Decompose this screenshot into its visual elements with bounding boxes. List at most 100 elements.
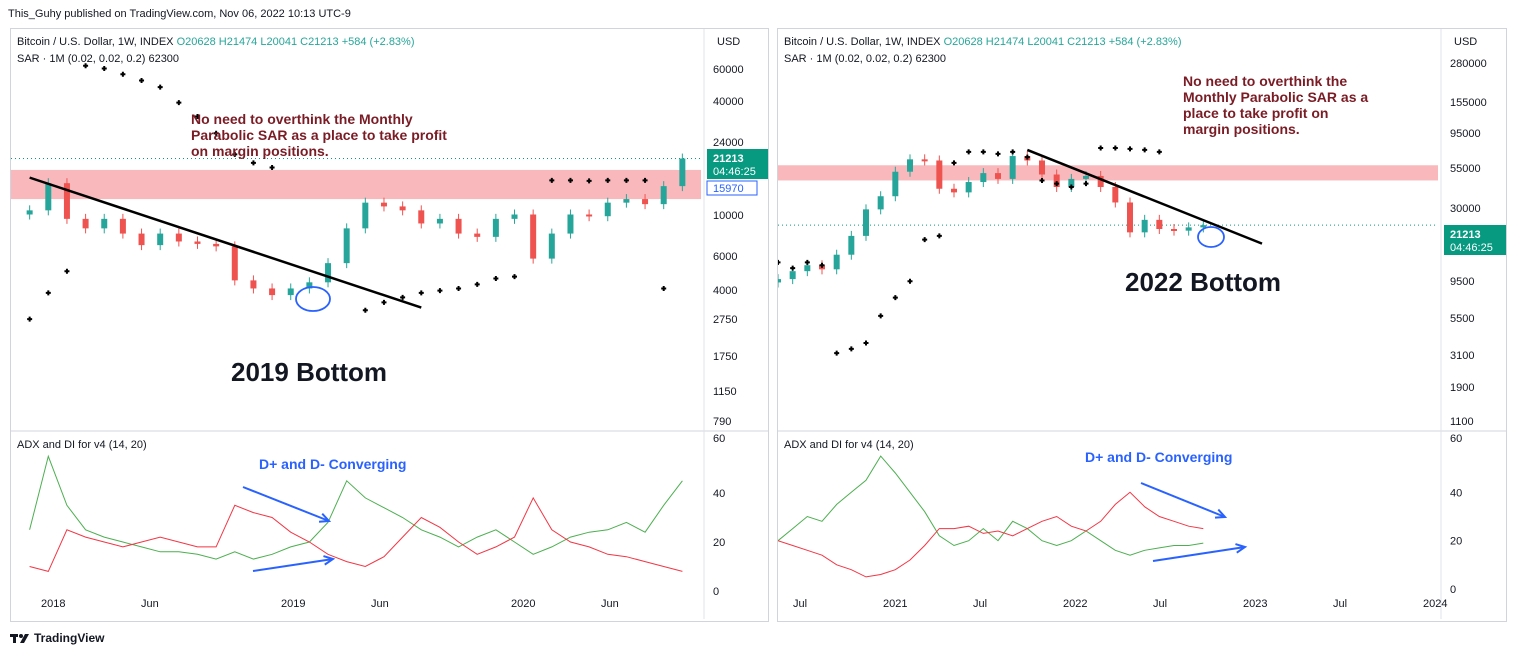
chart-left-x-tick: Jun	[601, 598, 619, 610]
chart-right-candle-body	[877, 196, 884, 210]
chart-right-arrow-head	[1235, 543, 1248, 554]
chart-left-y-tick: 1150	[713, 386, 737, 398]
chart-right-legend-close: C21213	[1067, 36, 1109, 48]
chart-right-x-tick: Jul	[1333, 598, 1347, 610]
chart-left-ind-y-tick: 0	[713, 586, 719, 598]
chart-right-ind-y-tick: 20	[1450, 536, 1462, 548]
tradingview-brand[interactable]: TradingView	[10, 631, 104, 645]
chart-left-legend-close: C21213	[300, 36, 342, 48]
chart-left-candle-body	[250, 280, 257, 289]
chart-left-candle-body	[231, 246, 238, 281]
chart-left-candle	[63, 178, 70, 224]
chart-right-di-plus-line	[777, 455, 1204, 556]
chart-left-candle-body	[325, 263, 332, 283]
chart-right-sar-point	[819, 262, 825, 268]
chart-left-x-tick: 2018	[41, 598, 65, 610]
chart-left-ind-y-tick: 60	[713, 433, 725, 445]
chart-left-legend-sar-value: 62300	[148, 53, 179, 65]
chart-right-candle	[936, 155, 943, 194]
chart-right-sar-point	[1054, 181, 1060, 187]
chart-left-candle-body	[436, 218, 443, 224]
chart-right-sar-point	[790, 265, 796, 271]
chart-right-candle-body	[951, 188, 957, 193]
chart-right-candle-body	[804, 265, 811, 272]
chart-right-sar-point	[1039, 177, 1045, 183]
chart-right-y-tick: 55000	[1450, 163, 1481, 175]
chart-left-candle-body	[194, 241, 201, 244]
chart-right-y-tick: 3100	[1450, 350, 1474, 362]
chart-left-candle	[586, 209, 593, 222]
chart-left-candle	[455, 213, 462, 239]
chart-right-sar-point	[848, 346, 854, 352]
chart-left-y-tick: 24000	[713, 137, 744, 149]
chart-left-sar-point	[362, 307, 368, 313]
chart-left-sar-point	[456, 285, 462, 291]
chart-right-candle-body	[1053, 174, 1060, 188]
chart-left-candle-body	[306, 282, 313, 289]
chart-right-candle-body	[863, 209, 869, 236]
chart-panel-2019[interactable]: Bitcoin / U.S. Dollar, 1W, INDEX O20628 …	[10, 28, 769, 622]
chart-right-y-tick: 280000	[1450, 58, 1487, 70]
chart-left-candle	[175, 228, 182, 247]
chart-right-legend-low: L20041	[1027, 36, 1067, 48]
chart-left-candle	[138, 228, 145, 251]
chart-right-candle	[1200, 220, 1207, 233]
chart-left-candle	[306, 277, 313, 294]
chart-left-candle-body	[660, 186, 667, 205]
chart-right-candle	[775, 274, 781, 288]
chart-right-legend-high: H21474	[986, 36, 1028, 48]
chart-canvas-2022[interactable]: Bitcoin / U.S. Dollar, 1W, INDEX O20628 …	[775, 29, 1506, 621]
chart-left-x-tick: Jun	[371, 598, 389, 610]
chart-left-x-tick: 2020	[511, 598, 535, 610]
chart-right-candle-body	[892, 171, 899, 197]
chart-left-candle	[157, 228, 164, 251]
chart-left-candle-body	[175, 233, 182, 242]
chart-right-candle-body	[980, 173, 987, 183]
chart-left-candle	[82, 213, 89, 234]
chart-left-candle	[380, 197, 387, 212]
chart-left-ind-y-tick: 40	[713, 488, 725, 500]
chart-right-candle	[980, 168, 987, 188]
chart-left-arrow-head	[323, 555, 336, 566]
chart-right-candle-body	[995, 173, 1001, 179]
chart-left-converging-arrow	[242, 486, 332, 523]
chart-right-y-tick: 5500	[1450, 313, 1474, 325]
chart-right-candle-body	[1097, 175, 1104, 188]
chart-left-sar-point	[567, 177, 573, 183]
chart-left-candle	[269, 283, 276, 301]
chart-right-candle-body	[921, 159, 928, 162]
chart-right-candle	[965, 177, 972, 198]
chart-left-candle	[474, 228, 481, 242]
chart-left-candle	[250, 275, 257, 294]
chart-right-sar-point	[1010, 149, 1016, 155]
chart-left-sar-point	[642, 177, 648, 183]
chart-left-candle	[418, 205, 425, 229]
chart-left-candle	[623, 194, 630, 208]
chart-left-annotation-line: on margin positions.	[191, 143, 329, 159]
chart-right-candle	[848, 230, 855, 260]
chart-right-candle	[1039, 155, 1045, 180]
chart-left-candle-body	[380, 202, 387, 207]
chart-left-candle-body	[642, 199, 649, 205]
chart-right-y-tick: 1900	[1450, 382, 1474, 394]
chart-left-resistance-band	[11, 169, 701, 200]
chart-right-sar-point	[951, 160, 957, 166]
chart-panel-2022[interactable]: Bitcoin / U.S. Dollar, 1W, INDEX O20628 …	[775, 28, 1507, 622]
chart-left-sar-point	[269, 165, 275, 171]
chart-right-y-tick: 1100	[1450, 416, 1474, 428]
chart-left-sar-tag-price: 15970	[713, 183, 744, 195]
chart-canvas-2019[interactable]: Bitcoin / U.S. Dollar, 1W, INDEX O20628 …	[11, 29, 769, 621]
chart-left-candle-body	[586, 214, 593, 217]
chart-right-candle-body	[1141, 219, 1148, 233]
chart-right-annotation-line: place to take profit on	[1183, 105, 1328, 121]
chart-left-legend-change: +584 (+2.83%)	[342, 36, 415, 48]
chart-left-di-plus-line	[29, 454, 683, 560]
chart-right-sar-point	[966, 149, 972, 155]
chart-left-sar-point	[157, 84, 163, 90]
chart-left-currency-label: USD	[717, 36, 740, 48]
chart-left-y-tick: 10000	[713, 210, 744, 222]
chart-left-candle-body	[287, 288, 294, 296]
chart-right-candle-body	[1068, 178, 1075, 188]
chart-left-annotation-line: No need to overthink the Monthly	[191, 111, 413, 127]
